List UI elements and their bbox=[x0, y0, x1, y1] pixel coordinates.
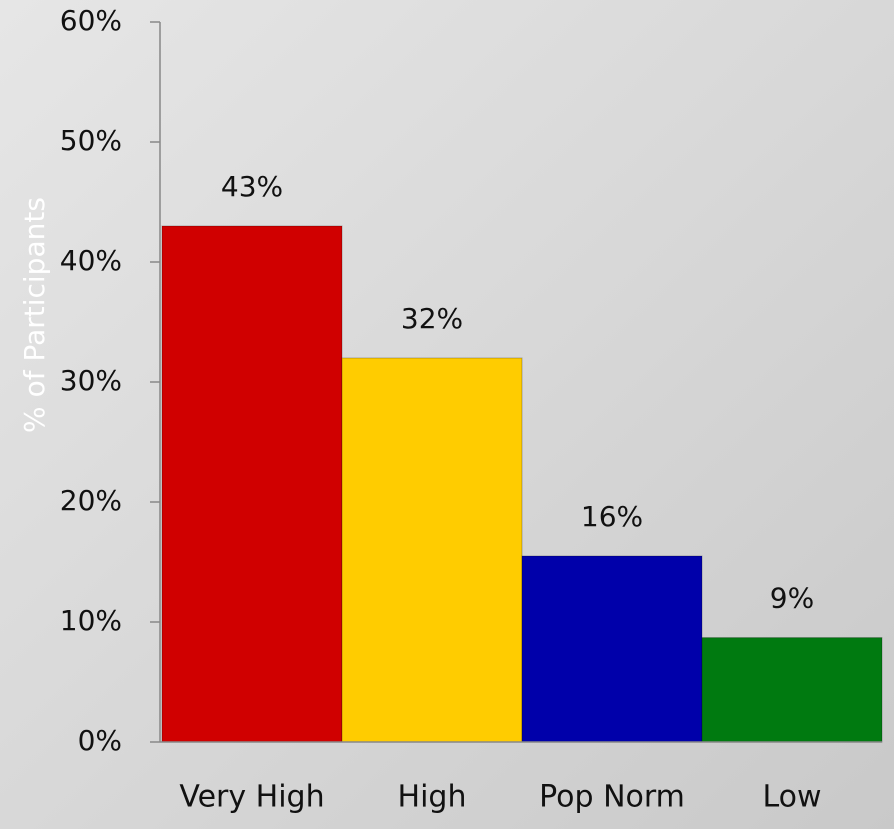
y-tick-label: 20% bbox=[60, 484, 122, 517]
value-label: 43% bbox=[221, 170, 283, 203]
y-tick-label: 10% bbox=[60, 604, 122, 637]
x-tick-label: High bbox=[398, 780, 467, 815]
x-tick-label: Very High bbox=[179, 780, 324, 815]
y-tick-label: 30% bbox=[60, 364, 122, 397]
value-label: 9% bbox=[770, 582, 814, 615]
y-tick-label: 50% bbox=[60, 124, 122, 157]
bar bbox=[521, 555, 703, 743]
value-label: 32% bbox=[401, 302, 463, 335]
y-tick-label: 60% bbox=[60, 4, 122, 37]
bar bbox=[701, 637, 883, 743]
y-axis-label: % of Participants bbox=[18, 197, 51, 433]
bar bbox=[161, 225, 343, 743]
y-tick-label: 0% bbox=[78, 724, 122, 757]
value-label: 16% bbox=[581, 500, 643, 533]
x-tick-label: Pop Norm bbox=[539, 780, 685, 815]
y-tick-label: 40% bbox=[60, 244, 122, 277]
bar bbox=[341, 357, 523, 743]
x-tick-label: Low bbox=[762, 780, 821, 815]
